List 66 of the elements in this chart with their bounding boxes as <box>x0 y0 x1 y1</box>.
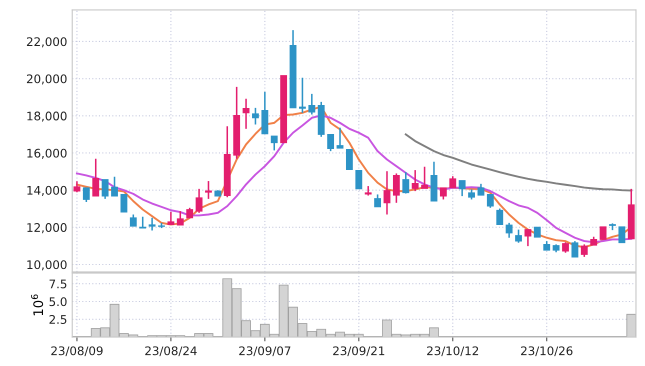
y-tick-label: 14,000 <box>27 186 67 196</box>
candlestick <box>392 172 400 204</box>
candlestick <box>458 180 466 197</box>
candlestick <box>176 210 184 226</box>
candlestick <box>421 166 428 190</box>
candlestick <box>82 186 90 203</box>
candlestick <box>496 208 504 226</box>
x-tick-label: 23/09/21 <box>333 346 384 356</box>
candlestick <box>327 134 334 152</box>
x-tick-label: 23/08/24 <box>145 346 197 356</box>
candlestick <box>186 207 194 219</box>
candlestick <box>600 226 607 240</box>
candlestick <box>571 240 578 258</box>
candlestick <box>111 176 118 197</box>
candlestick <box>299 76 306 114</box>
x-tick-label: 23/10/12 <box>427 346 478 356</box>
x-tick-label: 23/10/26 <box>521 346 572 356</box>
y-tick-label: 10,000 <box>27 260 67 270</box>
candlestick <box>308 93 316 116</box>
candlestick <box>205 180 212 200</box>
candlestick <box>120 194 128 213</box>
candlestick <box>506 222 513 239</box>
candlestick <box>618 226 626 244</box>
x-tick-label: 23/08/09 <box>51 346 103 356</box>
candlestick <box>364 185 372 196</box>
candlestick <box>196 188 203 214</box>
y-tick-label: 5.0 <box>50 297 67 306</box>
candlestick <box>580 244 588 258</box>
candlestick <box>74 180 80 193</box>
candlestick <box>524 228 532 247</box>
candlestick <box>148 217 156 232</box>
y-tick-label: 22,000 <box>26 37 67 48</box>
candlestick <box>486 194 494 209</box>
candlestick <box>355 170 362 190</box>
y-tick-label: 20,000 <box>26 74 67 85</box>
y-tick-label: 18,000 <box>27 112 67 122</box>
candlestick <box>92 158 100 197</box>
x-tick-label: 23/09/07 <box>239 346 290 356</box>
candlestick <box>515 228 522 244</box>
y-tick-label: 12,000 <box>27 223 67 234</box>
candlestick <box>543 240 550 251</box>
candlestick <box>346 149 353 170</box>
candlestick <box>478 183 484 196</box>
candlestick <box>449 175 456 189</box>
candlestick <box>412 169 419 192</box>
candlestick <box>384 170 390 216</box>
candlestick <box>102 178 109 200</box>
y-tick-label: 2.5 <box>49 315 66 324</box>
candlestick <box>374 194 382 208</box>
candlestick <box>139 216 146 229</box>
candlestick <box>270 135 278 152</box>
candlestick <box>440 186 447 200</box>
y-tick-label: 16,000 <box>27 148 67 159</box>
candlestick <box>130 214 137 227</box>
y-tick-label: 7.5 <box>50 280 66 288</box>
candlestick <box>252 107 259 126</box>
candlestick <box>402 171 410 194</box>
candlestick <box>167 211 174 226</box>
line-series <box>404 133 632 192</box>
candlestick <box>562 241 569 254</box>
candlestick <box>534 226 541 238</box>
y-axis-title: 10$^{6}$ <box>31 294 44 316</box>
candlestick <box>261 91 268 135</box>
candlestick <box>336 126 344 149</box>
candlestick <box>242 98 250 130</box>
candlestick <box>468 188 475 200</box>
